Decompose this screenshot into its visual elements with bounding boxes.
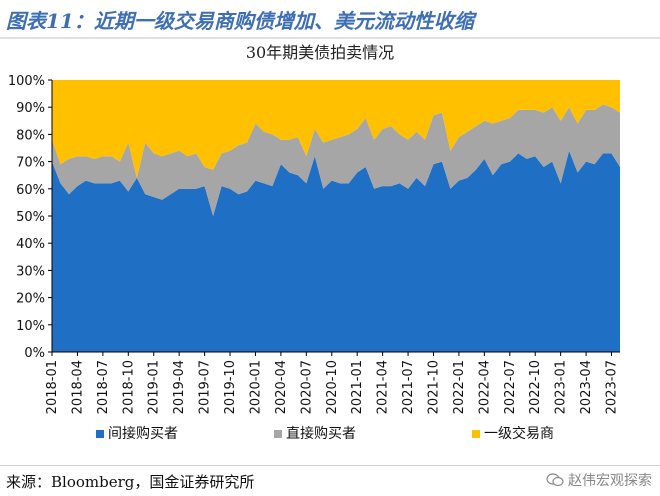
wechat-icon <box>546 473 564 487</box>
y-tick-label: 0% <box>24 346 45 361</box>
watermark-text: 赵伟宏观探索 <box>568 473 652 489</box>
x-tick-label: 2019-04 <box>172 360 187 414</box>
figure-title: 图表11：近期一级交易商购债增加、美元流动性收缩 <box>6 9 474 33</box>
legend-swatch <box>96 430 104 438</box>
x-tick-label: 2021-04 <box>376 360 391 414</box>
y-tick-label: 60% <box>16 183 45 198</box>
x-tick-label: 2020-10 <box>325 360 340 414</box>
x-tick-label: 2018-10 <box>121 360 136 414</box>
legend-label: 一级交易商 <box>484 425 554 442</box>
watermark: 赵伟宏观探索 <box>546 470 652 490</box>
legend-swatch <box>274 430 282 438</box>
area-series-1 <box>52 150 620 352</box>
source-note: 来源：Bloomberg，国金证券研究所 <box>6 473 255 491</box>
legend-swatch <box>472 430 480 438</box>
x-tick-label: 2019-10 <box>223 360 238 414</box>
area-series-2 <box>52 104 620 216</box>
y-tick-label: 80% <box>16 128 45 143</box>
x-tick-label: 2020-04 <box>274 360 289 414</box>
legend-label: 直接购买者 <box>286 425 356 442</box>
chart: 30年期美债拍卖情况 0% 10% 20% 30% 40% 50% 60% 70% 80% 90%… <box>8 43 620 442</box>
x-tick-label: 2019-01 <box>147 360 162 414</box>
x-tick-label: 2022-04 <box>477 360 492 414</box>
y-tick-label: 10% <box>16 319 45 334</box>
x-tick-label: 2023-01 <box>554 360 569 414</box>
x-tick-label: 2022-07 <box>503 360 518 414</box>
area-series-3 <box>52 80 620 178</box>
x-tick-label: 2022-10 <box>528 360 543 414</box>
x-tick-label: 2022-01 <box>452 360 467 414</box>
y-tick-label: 50% <box>16 210 45 225</box>
x-tick-label: 2018-07 <box>96 360 111 414</box>
legend-label: 间接购买者 <box>108 425 178 442</box>
y-tick-label: 30% <box>16 264 45 279</box>
stacked-areas <box>52 80 620 352</box>
y-tick-label: 100% <box>8 74 45 89</box>
chart-title: 30年期美债拍卖情况 <box>246 43 394 62</box>
x-tick-label: 2023-07 <box>605 360 620 414</box>
legend: 间接购买者 直接购买者 一级交易商 <box>96 425 554 442</box>
y-tick-label: 40% <box>16 237 45 252</box>
axes: 0% 10% 20% 30% 40% 50% 60% 70% 80% 90% 100% 2018-01… <box>8 74 620 414</box>
header-divider <box>0 37 660 39</box>
x-tick-label: 2018-04 <box>70 360 85 414</box>
y-tick-label: 70% <box>16 156 45 171</box>
y-tick-label: 90% <box>16 101 45 116</box>
x-tick-label: 2019-07 <box>198 360 213 414</box>
x-tick-label: 2023-04 <box>579 360 594 414</box>
x-tick-label: 2021-01 <box>350 360 365 414</box>
footer-divider <box>0 465 660 466</box>
x-tick-label: 2018-01 <box>45 360 60 414</box>
x-tick-label: 2021-10 <box>426 360 441 414</box>
y-tick-label: 20% <box>16 292 45 307</box>
x-tick-label: 2020-07 <box>299 360 314 414</box>
figure-header: 图表11：近期一级交易商购债增加、美元流动性收缩 <box>0 0 660 39</box>
x-tick-label: 2021-07 <box>401 360 416 414</box>
x-tick-label: 2020-01 <box>248 360 263 414</box>
